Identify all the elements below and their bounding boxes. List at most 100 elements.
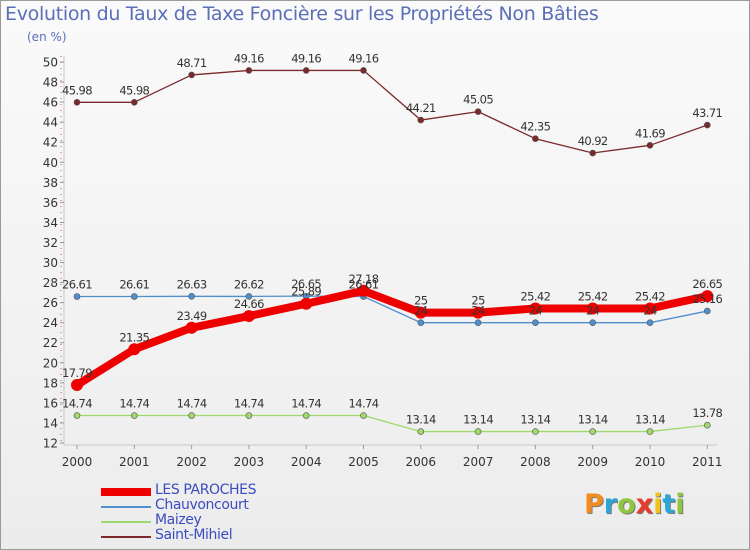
y-tick-label: 50 [43, 56, 58, 70]
data-label: 42.35 [520, 120, 550, 134]
y-tick-label: 36 [43, 196, 58, 210]
data-point [589, 428, 597, 435]
data-label: 44.21 [406, 101, 436, 115]
y-tick-label: 20 [43, 356, 58, 370]
data-point [472, 306, 485, 319]
data-point [71, 378, 83, 391]
data-point [128, 343, 141, 356]
series-group [71, 67, 714, 435]
data-point [586, 302, 599, 315]
x-tick-label: 2000 [62, 455, 93, 469]
data-label: 13.14 [463, 413, 493, 427]
data-label: 26.65 [291, 277, 321, 291]
y-tick-label: 32 [43, 236, 58, 250]
data-label: 24 [643, 304, 657, 318]
x-tick-label: 2003 [234, 455, 265, 469]
data-label: 45.05 [463, 93, 493, 107]
data-label: 25 [414, 294, 428, 308]
series-line-chauvoncourt [76, 295, 708, 324]
data-label: 48.71 [177, 56, 207, 70]
data-label: 43.71 [692, 106, 722, 120]
y-tick-label: 38 [43, 176, 58, 190]
data-label: 41.69 [635, 126, 665, 140]
data-label: 13.14 [520, 413, 550, 427]
data-point [360, 67, 367, 74]
data-point [302, 67, 310, 74]
x-tick-label: 2004 [291, 455, 322, 469]
data-label: 23.49 [177, 309, 207, 323]
data-point [300, 297, 313, 310]
data-point [185, 321, 198, 334]
data-label: 25.16 [692, 292, 722, 306]
data-point [414, 306, 427, 319]
data-label: 26.61 [349, 278, 379, 292]
data-label: 13.14 [578, 413, 608, 427]
data-label: 26.61 [119, 278, 149, 292]
y-tick-label: 12 [43, 437, 58, 451]
logo-letter: i [653, 489, 663, 520]
data-label: 25 [471, 294, 485, 308]
legend-swatch [101, 536, 151, 538]
data-label: 26.65 [692, 277, 722, 291]
axes: 12 14 16 18 20 22 24 26 28 30 32 34 36 38 40 42 44 46 48 50… [43, 56, 723, 470]
data-point [417, 428, 425, 435]
data-label: 14.74 [177, 397, 207, 411]
logo-letter: o [617, 489, 636, 520]
data-label: 13.14 [406, 413, 436, 427]
logo-letter: x [635, 489, 654, 520]
data-point [245, 412, 253, 419]
data-point [701, 290, 714, 303]
data-label: 14.74 [119, 397, 149, 411]
series-line-les-paroches [73, 286, 712, 389]
y-tick-label: 40 [43, 156, 58, 170]
x-tick-label: 2001 [119, 455, 150, 469]
chart-title: Evolution du Taux de Taxe Foncière sur l… [5, 3, 599, 25]
y-axis-unit: (en %) [27, 30, 67, 44]
data-point [245, 67, 253, 74]
data-point [644, 302, 656, 315]
data-label: 13.14 [635, 413, 665, 427]
data-label: 21.35 [119, 330, 149, 344]
y-tick-label: 26 [43, 296, 58, 310]
data-point [589, 319, 597, 326]
data-point [188, 293, 195, 300]
data-point [532, 428, 539, 435]
data-label: 14.74 [62, 397, 92, 411]
x-tick-label: 2009 [577, 455, 608, 469]
data-point [360, 412, 367, 419]
data-point [474, 108, 482, 115]
y-tick-label: 44 [43, 116, 58, 130]
x-tick-label: 2006 [406, 455, 437, 469]
y-tick-label: 18 [43, 376, 58, 390]
data-point [474, 319, 482, 326]
data-label: 14.74 [291, 397, 321, 411]
data-point [242, 310, 255, 323]
data-labels-group: 45.98 45.98 48.71 49.16 49.16 49.16 44.21 45.05… [62, 51, 723, 426]
data-point [646, 428, 654, 435]
data-point [73, 412, 81, 419]
legend-label: LES PAROCHES [155, 482, 257, 498]
logo-letter: P [584, 489, 604, 520]
proxiti-logo: Proxiti [584, 489, 685, 520]
data-label: 14.74 [234, 397, 264, 411]
x-tick-label: 2005 [348, 455, 379, 469]
y-tick-label: 22 [43, 336, 58, 350]
series-line-saint-mihiel [76, 69, 708, 154]
legend-swatch [101, 506, 151, 508]
data-label: 26.61 [62, 278, 92, 292]
legend-label: Maizey [155, 512, 202, 528]
data-label: 49.16 [234, 51, 264, 65]
data-point [474, 428, 482, 435]
data-point [245, 293, 253, 300]
data-label: 14.74 [349, 397, 379, 411]
data-label: 26.62 [234, 277, 264, 291]
data-label: 45.98 [119, 83, 149, 97]
y-tick-label: 14 [43, 416, 58, 430]
data-point [417, 116, 425, 124]
data-point [529, 302, 542, 315]
legend-swatch [101, 488, 151, 496]
y-tick-label: 24 [43, 316, 58, 330]
data-point [703, 421, 711, 429]
data-label: 24 [414, 304, 428, 318]
